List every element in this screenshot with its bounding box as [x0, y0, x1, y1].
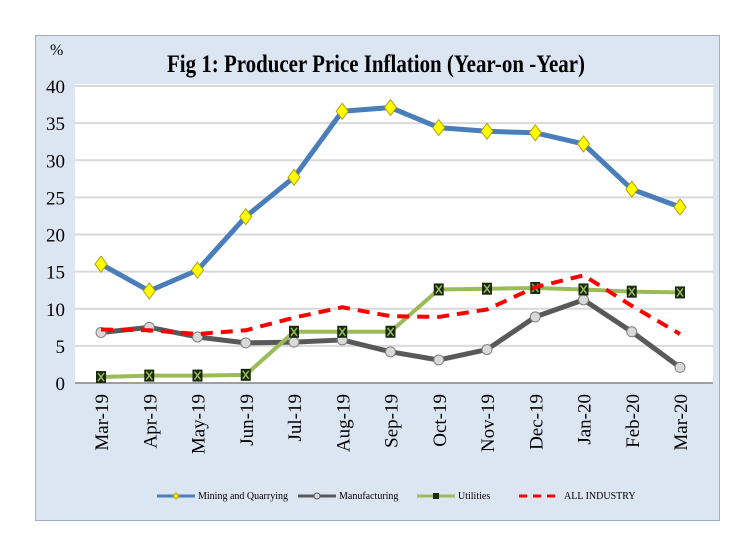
y-tick-label: 0 — [56, 374, 66, 395]
data-point — [192, 331, 203, 343]
data-point — [239, 207, 253, 226]
x-tick-label: Dec-19 — [526, 394, 547, 450]
data-point — [240, 337, 252, 349]
data-point — [385, 346, 396, 358]
y-tick-label: 25 — [46, 188, 65, 209]
y-tick-label: 5 — [56, 337, 66, 358]
data-point — [673, 198, 687, 216]
data-point — [383, 98, 398, 117]
x-tick-label: Jan-20 — [575, 394, 596, 445]
x-tick-label: Jul-19 — [285, 394, 306, 442]
legend-label: Mining and Quarrying — [198, 491, 288, 502]
legend-label: Utilities — [458, 491, 490, 502]
data-point — [192, 369, 203, 382]
data-point — [142, 282, 156, 300]
data-point — [674, 361, 686, 373]
data-point — [626, 326, 638, 338]
data-point — [94, 255, 108, 274]
legend-item: ALL INDUSTRY — [519, 491, 636, 502]
data-point — [481, 344, 493, 356]
y-tick-label: 30 — [46, 151, 65, 172]
data-point — [675, 286, 685, 299]
x-tick-label: Mar-19 — [92, 394, 113, 451]
y-tick-label: 15 — [46, 263, 65, 284]
data-point — [190, 261, 205, 279]
x-tick-label: Nov-19 — [478, 394, 499, 452]
legend-label: ALL INDUSTRY — [564, 491, 636, 502]
y-tick-label: 40 — [46, 77, 65, 98]
x-tick-label: May-19 — [189, 394, 210, 454]
y-axis-unit: % — [50, 42, 63, 59]
x-tick-label: Feb-20 — [623, 394, 644, 448]
series-mining-and-quarrying — [94, 98, 687, 300]
legend-label: Manufacturing — [339, 491, 398, 502]
x-tick-label: Oct-19 — [430, 394, 451, 447]
legend-item: Utilities — [417, 491, 490, 502]
data-point — [288, 336, 300, 348]
legend-item: Manufacturing — [298, 491, 398, 502]
data-point — [578, 283, 589, 296]
data-point — [626, 285, 637, 298]
data-point — [289, 325, 299, 338]
data-point — [528, 123, 542, 142]
y-tick-label: 35 — [46, 114, 65, 135]
data-point — [385, 325, 396, 338]
x-tick-label: Aug-19 — [333, 394, 354, 452]
x-tick-label: Mar-20 — [671, 394, 692, 451]
data-point — [578, 294, 589, 306]
x-tick-label: Sep-19 — [382, 394, 403, 448]
data-point — [625, 180, 639, 199]
data-point — [433, 283, 444, 296]
data-point — [335, 102, 349, 121]
data-point — [433, 354, 445, 366]
y-tick-label: 20 — [46, 226, 65, 247]
data-point — [482, 282, 492, 295]
data-point — [287, 168, 301, 187]
x-tick-label: Jun-19 — [237, 394, 258, 446]
data-point — [337, 325, 348, 338]
x-tick-label: Apr-19 — [140, 394, 161, 449]
chart-title: Fig 1: Producer Price Inflation (Year-on… — [167, 51, 585, 78]
data-point — [529, 311, 541, 323]
data-point — [144, 369, 155, 382]
data-point — [576, 135, 591, 153]
data-point — [432, 118, 446, 137]
data-point — [480, 122, 494, 141]
y-tick-label: 10 — [46, 300, 65, 321]
data-point — [240, 368, 251, 381]
legend-item: Mining and Quarrying — [157, 491, 288, 502]
data-point — [96, 371, 106, 384]
